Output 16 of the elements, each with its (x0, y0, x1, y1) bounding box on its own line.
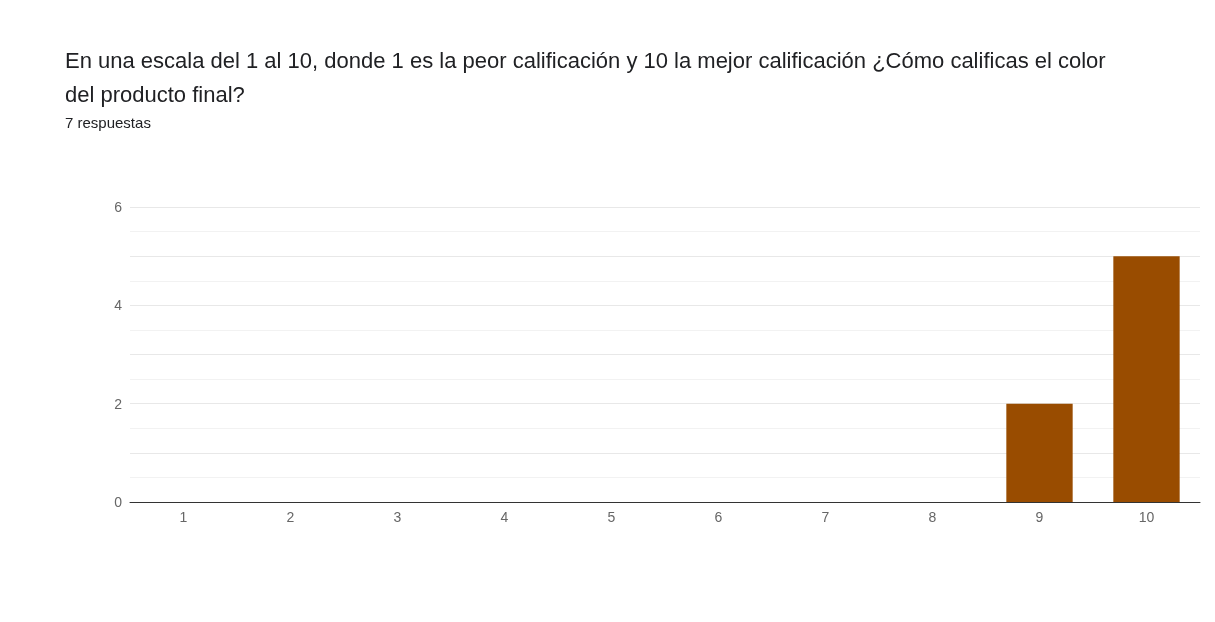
x-tick-label: 7 (821, 509, 830, 525)
chart-subtitle: 7 respuestas (65, 114, 151, 131)
x-tick-label: 6 (714, 509, 723, 525)
y-tick-label: 4 (114, 297, 123, 314)
x-tick-label: 8 (928, 509, 937, 525)
x-tick-label: 1 (179, 509, 188, 525)
x-tick-label: 9 (1035, 509, 1044, 525)
x-tick-label: 4 (500, 509, 509, 525)
chart-title: En una escala del 1 al 10, donde 1 es la peor calificación y 10 la mejor calificación ¿Cómo calificas el color del producto final? (65, 47, 1112, 107)
y-tick-label: 0 (114, 494, 123, 510)
x-tick-label: 10 (1138, 509, 1155, 525)
x-tick-label: 2 (286, 509, 295, 525)
y-tick-label: 2 (114, 395, 123, 412)
x-tick-label: 5 (607, 509, 616, 525)
x-tick-label: 3 (393, 509, 402, 525)
y-tick-label: 6 (114, 199, 123, 215)
